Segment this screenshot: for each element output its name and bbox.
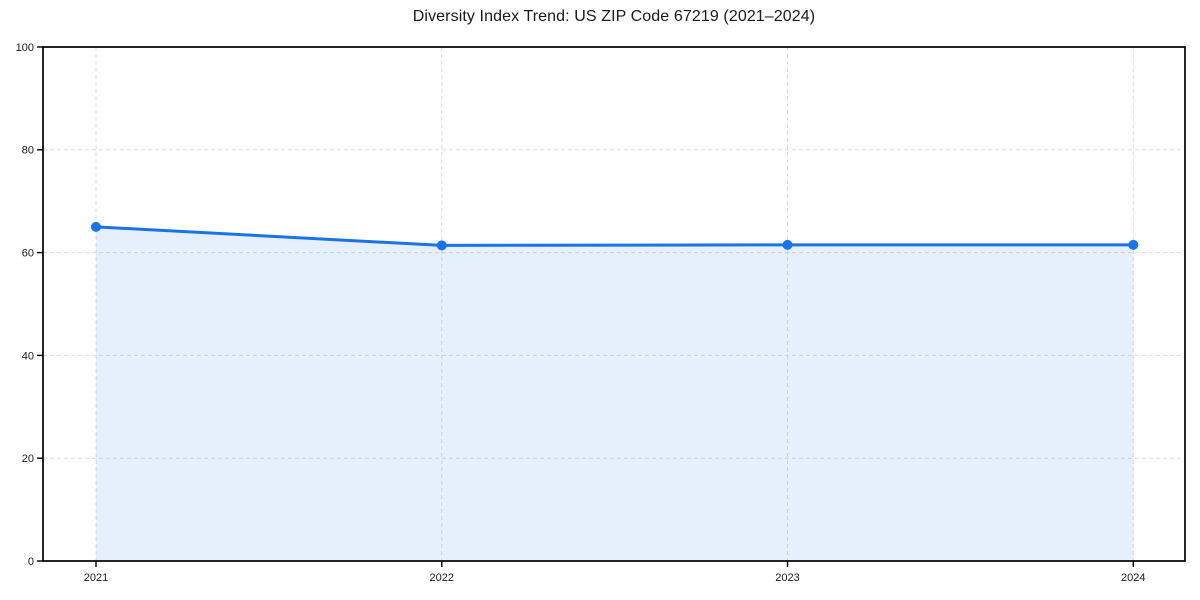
x-tick-label: 2023: [775, 572, 799, 584]
y-tick-label: 20: [22, 453, 34, 465]
data-points: [91, 221, 1139, 251]
data-point: [436, 240, 447, 251]
data-point: [782, 239, 793, 250]
data-point: [91, 221, 101, 232]
y-tick-label: 40: [22, 350, 34, 362]
x-tick-label: 2022: [430, 572, 454, 584]
data-point: [1128, 239, 1139, 250]
chart-title: Diversity Index Trend: US ZIP Code 67219…: [412, 8, 816, 25]
y-tick-label: 0: [28, 556, 34, 568]
x-axis: 2021 2022 2023 2024: [84, 561, 1146, 584]
y-tick-label: 100: [16, 42, 34, 54]
x-tick-label: 2021: [84, 572, 108, 584]
area-fill: [96, 226, 1134, 561]
y-tick-label: 80: [22, 145, 34, 157]
plot-border: [42, 46, 1186, 562]
y-tick-label: 60: [22, 247, 34, 259]
x-tick-label: 2024: [1121, 572, 1145, 584]
y-axis: 0 20 40 60 80 100: [16, 42, 43, 568]
trend-line: [94, 225, 1135, 247]
